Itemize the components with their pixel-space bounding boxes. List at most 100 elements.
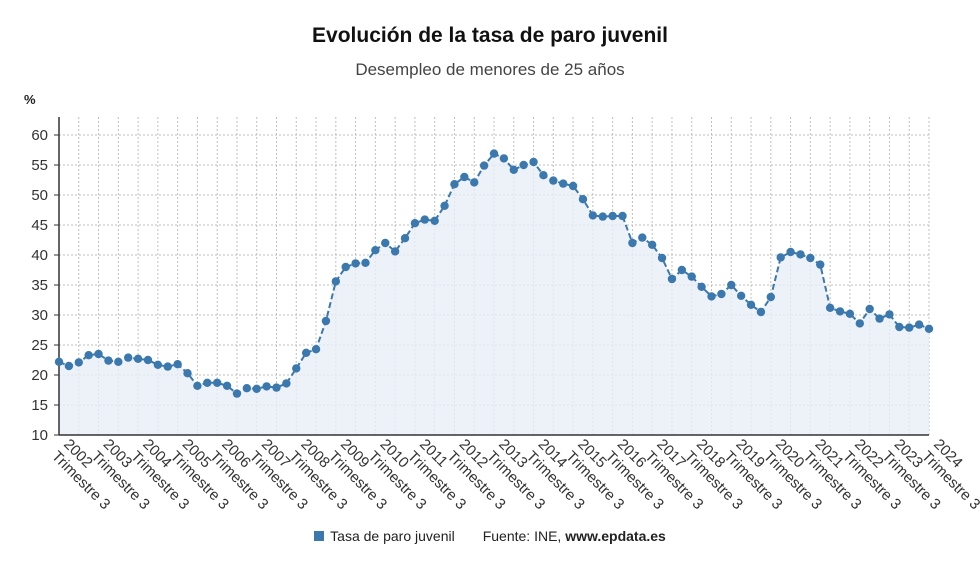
data-point bbox=[440, 201, 449, 210]
y-tick-label: 40 bbox=[31, 247, 48, 264]
data-point bbox=[499, 154, 509, 163]
data-point bbox=[193, 381, 202, 390]
data-point bbox=[400, 234, 410, 243]
data-point bbox=[183, 369, 192, 378]
data-point bbox=[628, 238, 637, 248]
data-point bbox=[885, 310, 894, 319]
data-point bbox=[470, 178, 479, 187]
y-tick-labels: 10 15 20 25 30 35 40 45 50 55 60 bbox=[31, 127, 48, 444]
data-point bbox=[786, 247, 795, 257]
data-point bbox=[173, 360, 182, 369]
data-point bbox=[242, 384, 252, 393]
data-point bbox=[835, 307, 845, 316]
data-point bbox=[381, 238, 390, 248]
data-point bbox=[262, 382, 271, 391]
data-point bbox=[588, 211, 598, 220]
data-point bbox=[905, 323, 914, 332]
source-prefix: Fuente: INE, bbox=[482, 528, 566, 544]
data-point bbox=[94, 349, 103, 359]
chart-subtitle: Desempleo de menores de 25 años bbox=[355, 60, 625, 79]
source-site: www.epdata.es bbox=[565, 528, 666, 544]
data-point bbox=[509, 165, 518, 174]
data-points bbox=[54, 149, 934, 398]
data-point bbox=[776, 253, 785, 262]
data-point bbox=[282, 379, 291, 388]
y-tick-label: 50 bbox=[31, 187, 48, 204]
data-point bbox=[153, 360, 163, 369]
data-point bbox=[351, 259, 360, 268]
data-point bbox=[766, 292, 776, 302]
data-point bbox=[578, 195, 588, 204]
data-point bbox=[143, 355, 153, 365]
data-point bbox=[84, 351, 93, 360]
data-point bbox=[203, 378, 212, 387]
data-point bbox=[114, 357, 123, 366]
legend-swatch bbox=[314, 531, 325, 541]
data-point bbox=[647, 240, 657, 249]
data-point bbox=[756, 307, 766, 317]
y-tick-label: 20 bbox=[31, 367, 48, 384]
data-point bbox=[420, 215, 429, 224]
data-point bbox=[638, 233, 647, 242]
legend-series-label: Tasa de paro juvenil bbox=[330, 528, 455, 544]
data-point bbox=[479, 161, 489, 170]
data-point bbox=[924, 324, 934, 333]
area-fill bbox=[59, 153, 929, 435]
data-point bbox=[311, 345, 321, 354]
data-point bbox=[331, 277, 341, 286]
y-tick-label: 30 bbox=[31, 307, 48, 324]
data-point bbox=[519, 160, 528, 170]
data-point bbox=[410, 219, 420, 228]
data-point bbox=[746, 300, 756, 309]
data-point bbox=[321, 316, 331, 326]
data-point bbox=[163, 362, 172, 371]
data-point bbox=[687, 272, 696, 281]
line-chart: 10 15 20 25 30 35 40 45 50 55 60 2002Trimestre 320… bbox=[24, 92, 980, 513]
data-point bbox=[559, 179, 568, 188]
source-label: Fuente: INE, www.epdata.es bbox=[483, 528, 666, 544]
y-tick-label: 45 bbox=[31, 217, 48, 234]
data-point bbox=[489, 149, 499, 158]
data-point bbox=[390, 247, 400, 256]
chart-title: Evolución de la tasa de paro juvenil bbox=[312, 24, 668, 47]
data-point bbox=[74, 358, 83, 367]
data-point bbox=[717, 289, 726, 299]
legend: Tasa de paro juvenil Fuente: INE, www.epd… bbox=[0, 528, 980, 544]
y-tick-label: 60 bbox=[31, 127, 48, 144]
data-point bbox=[727, 280, 736, 290]
data-point bbox=[212, 378, 222, 387]
y-tick-label: 55 bbox=[31, 157, 48, 174]
data-point bbox=[914, 320, 924, 329]
data-point bbox=[845, 309, 855, 318]
data-point bbox=[124, 353, 133, 362]
data-point bbox=[677, 265, 687, 275]
data-point bbox=[341, 262, 350, 272]
data-point bbox=[539, 171, 548, 180]
data-point bbox=[816, 260, 825, 269]
data-point bbox=[222, 381, 232, 390]
data-point bbox=[450, 180, 459, 189]
data-point bbox=[875, 314, 884, 323]
data-point bbox=[104, 356, 113, 365]
data-point bbox=[430, 216, 439, 225]
data-point bbox=[272, 383, 281, 392]
data-point bbox=[657, 253, 667, 263]
data-point bbox=[796, 250, 805, 259]
data-point bbox=[529, 157, 538, 167]
data-point bbox=[736, 291, 746, 300]
data-point bbox=[667, 274, 677, 284]
data-point bbox=[618, 211, 627, 221]
data-point bbox=[707, 292, 716, 301]
data-point bbox=[361, 258, 370, 267]
data-point bbox=[825, 303, 835, 312]
data-point bbox=[806, 253, 815, 263]
axes bbox=[54, 117, 929, 436]
data-point bbox=[64, 361, 74, 371]
data-point bbox=[371, 246, 380, 255]
data-point bbox=[855, 319, 864, 328]
data-point bbox=[608, 211, 617, 221]
data-point bbox=[895, 322, 904, 332]
data-point bbox=[54, 357, 64, 366]
data-point bbox=[292, 364, 301, 373]
